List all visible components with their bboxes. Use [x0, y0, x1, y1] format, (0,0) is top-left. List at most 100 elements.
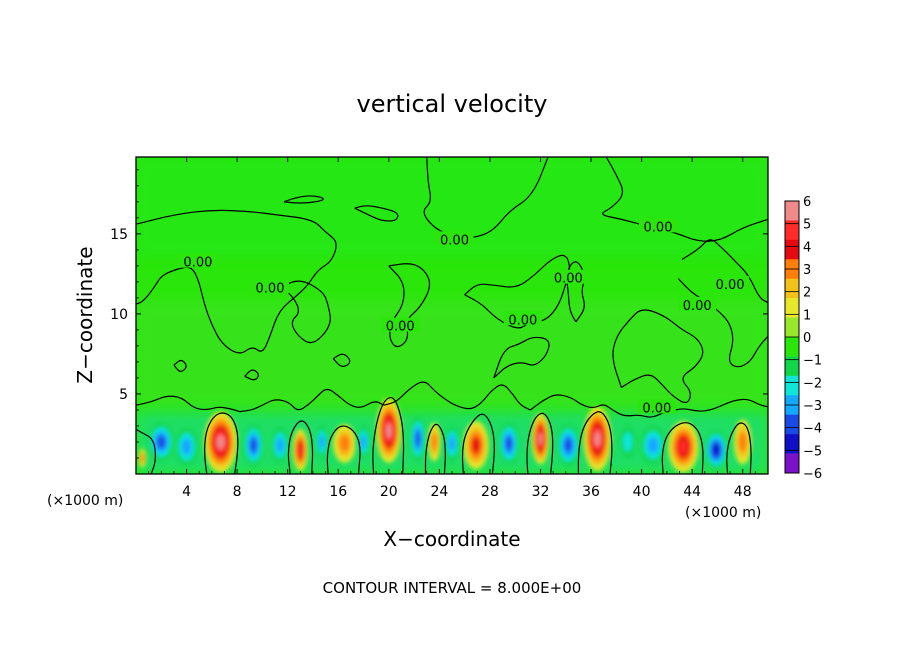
x-tick-label: 4 — [182, 484, 191, 500]
velocity-cell — [204, 411, 238, 473]
y-axis-label: Z−coordinate — [73, 246, 97, 383]
colorbar-tick-label: −3 — [803, 399, 822, 414]
cell-level — [360, 434, 367, 450]
colorbar-swatch — [785, 414, 799, 435]
contour-label-bg — [381, 317, 420, 332]
contour-label: 0.00 — [554, 272, 583, 287]
velocity-cell — [556, 424, 580, 466]
contour-label: 0.00 — [256, 281, 285, 296]
contour-interval-note: CONTOUR INTERVAL = 8.000E+00 — [323, 579, 582, 597]
velocity-cell — [292, 429, 308, 471]
contour-line — [383, 381, 531, 411]
velocity-cell — [531, 413, 550, 465]
cell-level — [250, 437, 258, 453]
contour-line — [461, 413, 495, 474]
contour-line — [612, 309, 704, 404]
contour-label-bg — [251, 279, 289, 294]
y-tick-label: 5 — [119, 387, 128, 403]
x-axis-ticks: 4 8 12 16 20 24 28 32 36 40 44 48 — [148, 157, 756, 500]
colorbar-swatch — [785, 337, 799, 357]
velocity-cells — [138, 398, 752, 473]
x-tick-label: 28 — [481, 484, 499, 500]
x-tick-label: 24 — [430, 484, 448, 500]
contour-line — [287, 420, 314, 474]
cell-level — [298, 444, 303, 456]
cell-level — [593, 430, 601, 447]
x-tick-label: 36 — [582, 484, 600, 500]
cell-level — [319, 434, 325, 450]
colorbar-tick-label: 4 — [803, 240, 811, 255]
y-tick-label: 10 — [110, 307, 128, 323]
velocity-cell — [138, 448, 147, 468]
x-axis-label: X−coordinate — [383, 527, 520, 551]
x-tick-label: 20 — [380, 484, 398, 500]
cell-level — [448, 435, 456, 452]
cell-level — [385, 422, 392, 439]
colorbar-swatch — [785, 220, 799, 241]
velocity-cell — [733, 419, 752, 465]
contour-label: 0.00 — [440, 233, 469, 248]
cell-level — [156, 435, 166, 449]
colorbar-swatch — [785, 453, 799, 474]
contour-line — [424, 423, 446, 474]
velocity-cell — [376, 398, 402, 463]
velocity-cell — [704, 430, 728, 470]
contour-label: 0.00 — [183, 256, 212, 271]
cell-level — [679, 439, 688, 455]
plot-area: 0.000.000.000.000.00 0.000.000.000.000.00… — [110, 156, 769, 500]
contour-line — [239, 388, 384, 413]
contour-line — [136, 209, 337, 354]
contour-label-bg — [549, 269, 588, 284]
cell-level — [505, 436, 513, 451]
velocity-cell — [668, 421, 699, 473]
contour-line — [526, 412, 554, 474]
contour-line — [388, 263, 431, 348]
colorbar-tick-label: −1 — [803, 354, 822, 369]
contour-label: 0.00 — [642, 401, 671, 416]
contour-label: 0.00 — [683, 299, 712, 314]
velocity-cell — [583, 406, 612, 471]
contour-label: 0.00 — [386, 320, 415, 335]
colorbar-swatch — [785, 375, 799, 396]
cell-level — [538, 432, 543, 445]
x-tick-label: 44 — [683, 484, 701, 500]
contour-label: 0.00 — [644, 220, 673, 235]
velocity-cell — [148, 422, 174, 462]
cell-level — [140, 453, 145, 463]
contour-label-bg — [503, 311, 542, 326]
cell-level — [276, 437, 284, 453]
contour-line — [566, 261, 585, 323]
colorbar-tick-label: 3 — [803, 263, 811, 278]
cell-level — [339, 435, 350, 453]
contour-label-bg — [711, 276, 750, 291]
x-tick-label: 40 — [633, 484, 651, 500]
colorbar-tick-label: −2 — [803, 376, 822, 391]
velocity-cell — [243, 424, 264, 466]
x-tick-label: 48 — [734, 484, 752, 500]
chart-title: vertical velocity — [357, 90, 548, 118]
velocity-cell — [271, 427, 289, 463]
cell-level — [181, 438, 192, 456]
x-tick-label: 12 — [279, 484, 297, 500]
colorbar-tick-label: 6 — [803, 195, 811, 210]
contour-label-bg — [678, 296, 717, 311]
contour-label-bg — [639, 218, 677, 233]
contour-line — [244, 369, 259, 381]
cell-level — [647, 436, 659, 454]
contour-label: 0.00 — [508, 313, 537, 328]
cell-level — [431, 433, 438, 451]
contour-label-bg — [435, 231, 474, 246]
contour-line — [136, 395, 240, 413]
colorbar-tick-label: 5 — [803, 218, 811, 233]
colorbar-tick-label: −5 — [803, 444, 822, 459]
x-tick-label: 8 — [233, 484, 242, 500]
colorbar-swatch — [785, 278, 799, 299]
x-unit-right: (×1000 m) — [685, 505, 761, 521]
cell-level — [216, 434, 225, 450]
colorbar-swatch — [785, 434, 799, 454]
velocity-cell — [175, 427, 198, 466]
contour-line — [661, 422, 704, 474]
x-tick-label: 32 — [532, 484, 550, 500]
cell-level — [564, 437, 573, 453]
